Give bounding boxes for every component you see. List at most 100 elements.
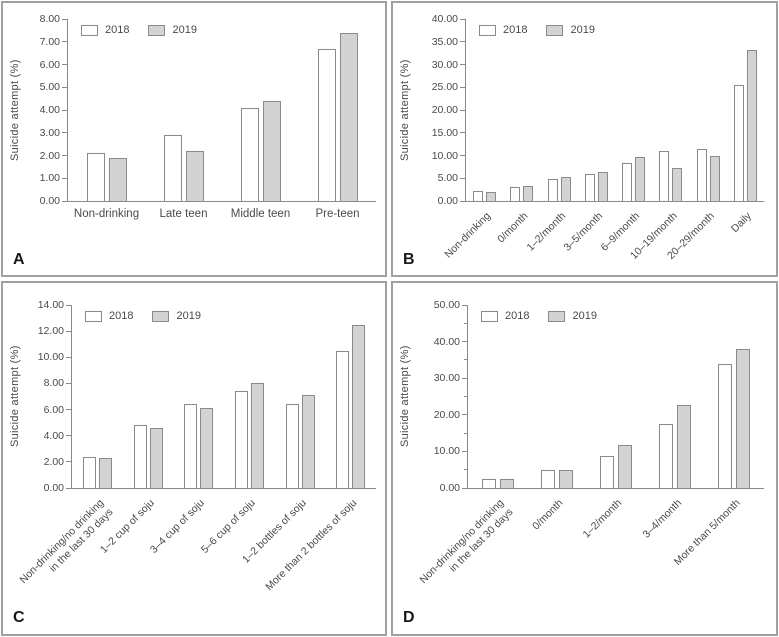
bar-2018: [696, 149, 707, 201]
bar-2018: [733, 84, 744, 201]
bar-2018: [473, 191, 484, 201]
x-category-text: 1–2/month: [580, 497, 625, 541]
y-tick-label: 10.00: [431, 149, 458, 162]
y-tick-label: 20.00: [433, 408, 460, 421]
y-tick-label: 20.00: [431, 104, 458, 116]
y-tick-label: 8.00: [43, 377, 64, 390]
y-tick-label: 1.00: [39, 172, 60, 185]
bar-2018: [481, 479, 496, 488]
panel-c: Suicide attempt (%) 0.00 2.00 4.00 6.00 8.00…: [1, 281, 387, 636]
bar-group: [224, 305, 275, 488]
panel-letter: A: [13, 251, 25, 268]
y-tick-label: 6.00: [39, 58, 60, 71]
bar-group: [299, 19, 376, 201]
legend: 2018 2019: [85, 310, 201, 322]
legend-item-2019: 2019: [148, 24, 197, 36]
x-category-text: Non-drinking/no drinking in the last 30 d…: [417, 497, 516, 586]
bar-2019: [262, 100, 281, 201]
legend-swatch-2019: [548, 310, 566, 322]
bar-group: [173, 305, 224, 488]
legend-swatch-2018: [479, 24, 496, 36]
bar-2018: [584, 174, 595, 201]
bar-2019: [499, 479, 514, 488]
legend-item-2019: 2019: [546, 24, 595, 36]
bar-2019: [108, 157, 127, 201]
x-category-text: Daily: [728, 210, 754, 235]
y-tick-label: 5.00: [39, 81, 60, 94]
bar-group: [541, 19, 578, 201]
bar-group: [578, 19, 615, 201]
x-category-text: Non-drinking: [442, 210, 494, 261]
bar-group: [275, 305, 326, 488]
bar-2019: [709, 155, 720, 201]
x-category-text: Non-drinking: [73, 208, 140, 220]
legend-swatch-2018: [81, 24, 98, 36]
y-tick-label: 14.00: [37, 299, 64, 311]
bar-2018: [163, 135, 182, 201]
bar-group: [466, 19, 503, 201]
bar-2018: [510, 186, 521, 201]
bar-2018: [659, 424, 674, 488]
bar-groups: [466, 19, 764, 201]
y-tick-label: 30.00: [433, 372, 460, 385]
y-tick-label: 10.00: [37, 351, 64, 364]
legend-swatch-2019: [148, 24, 166, 36]
legend-item-2018: 2018: [479, 24, 527, 36]
legend: 2018 2019: [479, 24, 595, 36]
legend-swatch-2018: [85, 310, 102, 322]
plot-area: 0.00 10.00 20.00 30.00 40.00 50.00 2018 2019 N…: [417, 299, 764, 586]
bar-group: [145, 19, 222, 201]
bar-2019: [746, 49, 757, 201]
bar-2019: [597, 172, 608, 201]
legend-swatch-2019: [152, 310, 170, 322]
bar-2019: [250, 383, 264, 488]
x-category-label: Late teen: [145, 208, 222, 220]
bar-group: [503, 19, 540, 201]
bar-2018: [240, 107, 259, 201]
bar-2019: [98, 457, 112, 488]
bar-2018: [285, 404, 299, 488]
y-tick-label: 30.00: [431, 58, 458, 71]
y-tick-label: 3.00: [39, 126, 60, 139]
bar-group: [72, 305, 123, 488]
legend-item-2019: 2019: [548, 310, 597, 322]
bar-2019: [200, 408, 214, 488]
legend-item-2018: 2018: [481, 310, 529, 322]
bar-group: [705, 305, 764, 488]
bar-groups: [68, 19, 376, 201]
y-tick-label: 40.00: [431, 13, 458, 25]
y-tick-label: 10.00: [433, 445, 460, 458]
bar-group: [652, 19, 689, 201]
bar-2018: [600, 455, 614, 488]
legend-label: 2019: [572, 310, 597, 322]
y-tick-label: 6.00: [43, 403, 64, 416]
y-tick-label: 4.00: [43, 429, 64, 442]
legend-label: 2019: [570, 24, 595, 36]
bar-2019: [618, 444, 632, 488]
bar-group: [222, 19, 299, 201]
y-axis-title: Suicide attempt (%): [9, 345, 21, 448]
panel-a: Suicide attempt (%) 0.00 1.00 2.00 3.00 4.00…: [1, 1, 387, 277]
y-axis-title: Suicide attempt (%): [399, 59, 411, 161]
y-axis-title: Suicide attempt (%): [399, 345, 411, 448]
x-category-text: Pre-teen: [315, 208, 360, 220]
bar-2019: [301, 395, 315, 488]
x-axis-labels: Non-drinking Late teen Middle teen Pre-teen: [68, 208, 376, 220]
bar-group: [615, 19, 652, 201]
bar-groups: [468, 305, 764, 488]
legend-label: 2018: [105, 24, 130, 36]
y-tick-label: 50.00: [433, 299, 460, 311]
bar-group: [646, 305, 705, 488]
y-tick-label: 5.00: [437, 172, 458, 185]
bar-group: [690, 19, 727, 201]
panel-letter: C: [13, 609, 25, 626]
y-tick-label: 7.00: [39, 35, 60, 48]
y-tick-label: 40.00: [433, 335, 460, 348]
plot-area: 0.00 5.00 10.00 15.00 20.00 25.00 30.00 35.00 40…: [432, 13, 764, 262]
bar-2018: [718, 363, 733, 488]
legend: 2018 2019: [81, 24, 197, 36]
panel-letter: D: [403, 609, 415, 626]
bar-2018: [317, 48, 336, 201]
bar-2019: [339, 32, 358, 201]
